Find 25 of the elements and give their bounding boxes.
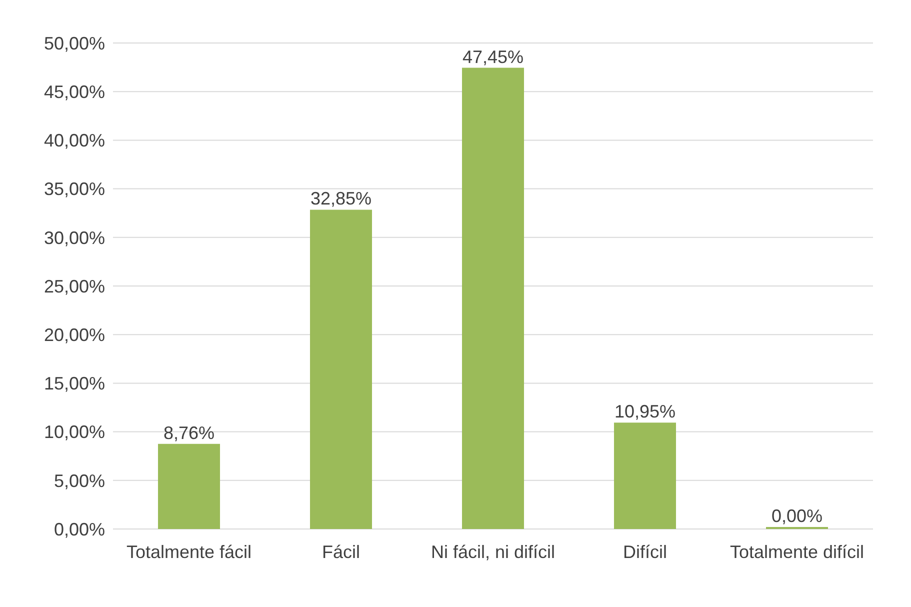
data-label: 32,85%	[310, 188, 372, 209]
data-label: 0,00%	[771, 506, 823, 526]
x-tick-label: Difícil	[623, 542, 667, 562]
y-tick-label: 5,00%	[54, 470, 105, 491]
y-tick-label: 10,00%	[44, 422, 105, 442]
bar	[462, 68, 524, 529]
y-tick-label: 50,00%	[44, 33, 105, 54]
data-label: 47,45%	[462, 46, 524, 67]
y-tick-label: 30,00%	[44, 228, 105, 248]
x-tick-label: Fácil	[322, 542, 360, 562]
bar	[310, 210, 372, 529]
y-tick-label: 20,00%	[44, 324, 105, 345]
data-label: 8,76%	[163, 422, 215, 443]
y-tick-label: 25,00%	[44, 276, 105, 296]
y-tick-label: 0,00%	[54, 519, 105, 540]
bar	[614, 422, 676, 529]
x-tick-label: Totalmente difícil	[730, 542, 864, 562]
bar	[158, 444, 220, 529]
y-tick-label: 45,00%	[44, 82, 105, 102]
y-tick-label: 35,00%	[44, 179, 105, 200]
x-tick-label: Ni fácil, ni difícil	[430, 542, 556, 562]
x-tick-label: Totalmente fácil	[126, 542, 252, 562]
y-tick-label: 15,00%	[44, 374, 105, 394]
y-tick-label: 40,00%	[44, 130, 105, 151]
data-label: 10,95%	[614, 402, 676, 422]
